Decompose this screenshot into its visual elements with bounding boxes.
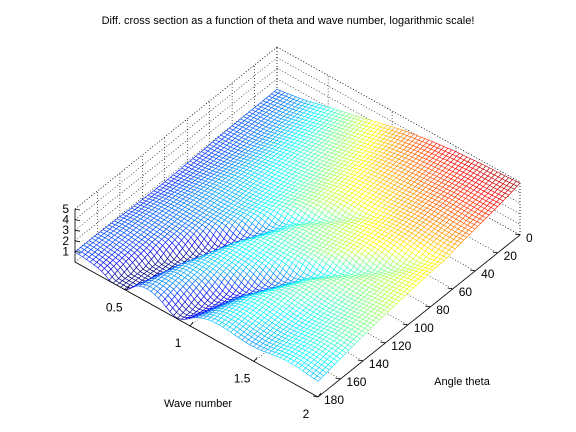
y-tick-label: 120 [391,339,411,353]
chart-title: Diff. cross section as a function of the… [102,15,475,27]
y-tick [470,269,476,272]
y-tick-label: 180 [324,393,344,407]
y-tick-label: 60 [459,285,473,299]
y-tick-label: 160 [346,375,366,389]
z-tick [74,208,81,211]
y-tick [335,377,341,380]
z-tick [74,240,81,243]
y-tick [514,233,521,236]
y-tick [380,341,386,344]
y-tick-label: 0 [526,231,533,245]
z-tick [74,219,81,221]
x-tick-label: 2 [303,407,310,421]
y-axis-label: Angle theta [434,376,491,388]
y-tick [402,323,408,326]
x-tick-label: 1.5 [234,372,251,386]
y-tick-label: 20 [504,249,518,263]
z-tick-label: 5 [62,202,69,216]
surface-mesh [74,89,521,382]
y-tick [357,359,363,362]
y-tick [425,305,431,308]
z-tick [74,229,81,232]
y-tick [447,287,453,290]
y-tick [492,251,498,254]
x-axis-label: Wave number [164,398,232,410]
y-tick-label: 100 [414,321,434,335]
x-tick-label: 0.5 [106,300,123,314]
y-tick-label: 140 [369,357,389,371]
x-tick-label: 1 [175,336,182,350]
y-tick-label: 40 [481,267,495,281]
y-tick-label: 80 [436,303,450,317]
